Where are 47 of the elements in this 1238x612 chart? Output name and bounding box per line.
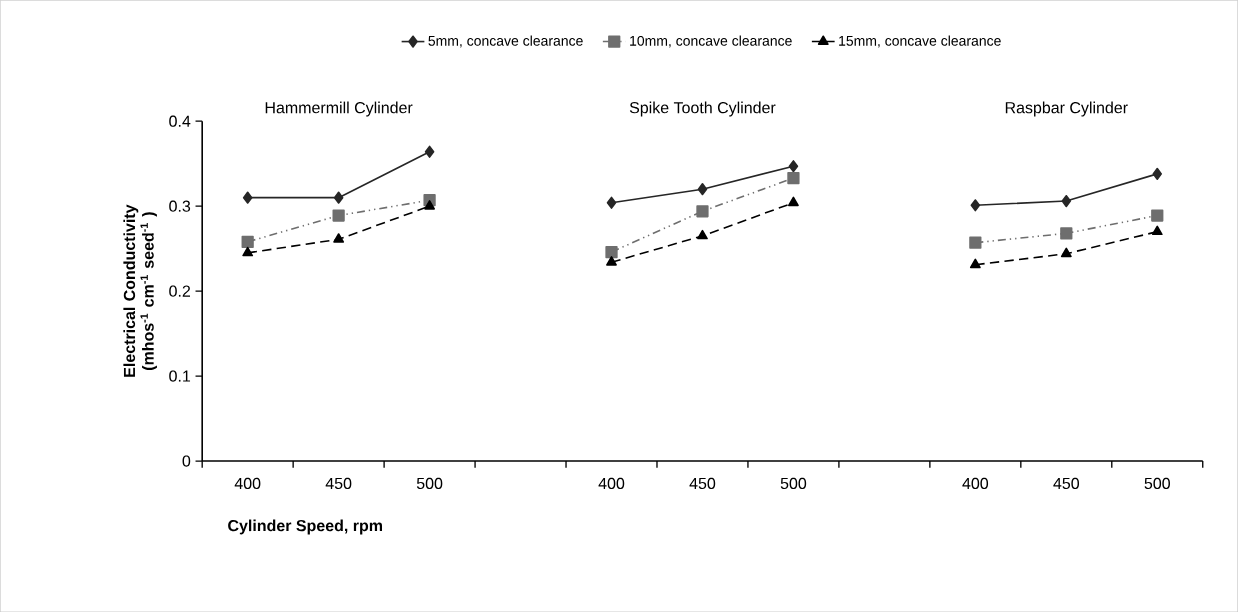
point xyxy=(696,205,709,218)
x-tick-label: 400 xyxy=(962,477,989,489)
legend-label: 15mm, concave clearance xyxy=(839,35,1001,48)
x-tick-label: 450 xyxy=(1053,477,1080,489)
point xyxy=(697,229,708,240)
legend-label: 10mm, concave clearance xyxy=(630,35,792,48)
point xyxy=(241,235,254,248)
point xyxy=(1061,194,1072,208)
point xyxy=(788,196,799,207)
text: Raspbar Cylinder xyxy=(1005,101,1128,117)
point xyxy=(242,246,254,257)
y-tick-label: 0.1 xyxy=(169,370,191,382)
x-tick-label: 450 xyxy=(689,477,716,489)
point xyxy=(333,233,345,243)
point xyxy=(969,258,981,269)
point xyxy=(332,209,345,222)
point xyxy=(242,191,253,204)
text: Spike Tooth Cylinder xyxy=(629,101,776,117)
text: Hammermill Cylinder xyxy=(265,101,413,117)
point xyxy=(606,196,617,209)
point xyxy=(424,145,435,158)
point xyxy=(333,191,344,204)
point xyxy=(1151,209,1164,222)
point xyxy=(969,236,982,249)
x-tick-label: 450 xyxy=(325,477,352,489)
x-tick-label: 400 xyxy=(234,477,261,489)
point xyxy=(787,171,800,185)
x-tick-label: 500 xyxy=(416,477,443,489)
point xyxy=(424,199,436,210)
x-tick-label: 400 xyxy=(598,477,625,489)
x-tick-label: 500 xyxy=(780,477,807,489)
x-tick-label: 500 xyxy=(1144,477,1170,489)
point xyxy=(697,182,708,196)
y-tick-label: 0.4 xyxy=(169,115,191,127)
y-tick-label: 0.2 xyxy=(169,285,191,297)
legend-label: 5mm, concave clearance xyxy=(428,35,583,48)
point xyxy=(1060,227,1073,240)
point xyxy=(606,255,617,266)
y-tick-label: 0 xyxy=(182,455,191,467)
point xyxy=(970,199,981,212)
point xyxy=(1152,167,1163,180)
y-tick-label: 0.3 xyxy=(169,200,191,212)
point xyxy=(1060,247,1072,258)
point xyxy=(1151,225,1163,235)
point xyxy=(605,245,618,259)
x-axis-title: Cylinder Speed, rpm xyxy=(228,519,383,535)
point xyxy=(788,159,799,173)
